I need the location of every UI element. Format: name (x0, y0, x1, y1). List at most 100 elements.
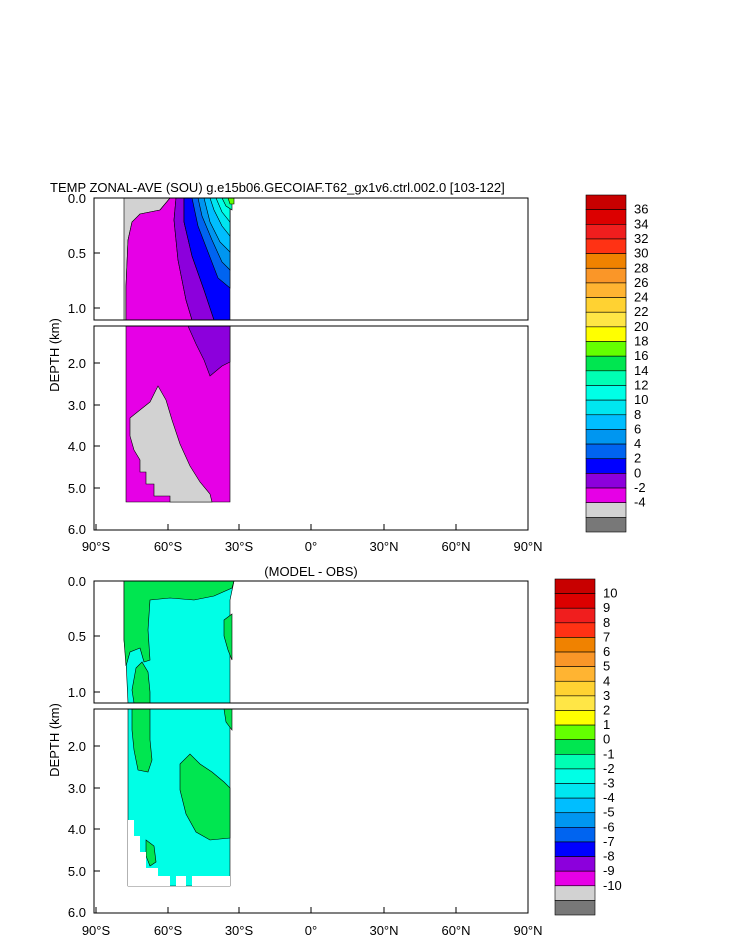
diff-ytick-4-0: 4.0 (68, 822, 86, 837)
colorbar-label-1-13: -3 (603, 776, 615, 791)
colorbar-swatch-1-6 (554, 666, 596, 682)
colorbar-swatch-0-15 (585, 414, 627, 430)
colorbar-swatch-0-3 (585, 238, 627, 254)
colorbar-swatch-1-9 (554, 710, 596, 726)
diff-ytick-5-0: 5.0 (68, 864, 86, 879)
diff-xtick-60s: 60°S (154, 923, 183, 938)
colorbar-swatch-0-9 (585, 326, 627, 342)
temp-ylabel: DEPTH (km) (47, 318, 62, 392)
colorbar-swatch-0-20 (585, 487, 627, 503)
colorbar-swatch-1-20 (554, 870, 596, 887)
colorbar-swatch-0-17 (585, 443, 627, 460)
colorbar-swatch-1-8 (554, 695, 596, 711)
colorbar-label-0-0: 36 (634, 202, 648, 217)
colorbar-swatch-0-1 (585, 209, 627, 225)
diff-lower-contours (127, 709, 233, 887)
colorbar-swatch-0-8 (585, 311, 627, 328)
colorbar-label-1-8: 2 (603, 702, 610, 717)
temp-upper-frame (93, 197, 529, 321)
temp-lower-violet (187, 326, 231, 377)
colorbar-label-0-15: 6 (634, 421, 641, 436)
diff-region-green-shelf (131, 661, 151, 703)
colorbar-label-0-11: 14 (634, 363, 648, 378)
colorbar-swatch-1-22 (554, 900, 596, 916)
diff-upper-contours (123, 581, 235, 703)
colorbar-swatch-0-13 (585, 385, 627, 401)
diff-ytick-3-0: 3.0 (68, 781, 86, 796)
temp-xtick-30n: 30°N (369, 539, 398, 554)
colorbar-label-0-19: -2 (634, 480, 646, 495)
temp-xtick-60s: 60°S (154, 539, 183, 554)
colorbar-label-1-7: 3 (603, 688, 610, 703)
colorbar-label-1-10: 0 (603, 732, 610, 747)
colorbar-swatch-0-6 (585, 282, 627, 298)
temp-xtick-0: 0° (305, 539, 317, 554)
diff-xtick-90n: 90°N (513, 923, 542, 938)
diff-panel: (MODEL - OBS) 0.0 0.5 1.0 2.0 3.0 4.0 5.… (47, 564, 622, 938)
colorbar-swatch-0-14 (585, 399, 627, 416)
diff-upper-frame (93, 580, 529, 704)
temp-xtick-60n: 60°N (441, 539, 470, 554)
temp-upper-contours (123, 198, 235, 320)
colorbar-swatch-1-0 (554, 578, 596, 594)
colorbar-label-1-6: 4 (603, 673, 610, 688)
temp-lower-gray (129, 385, 213, 503)
diff-lower-green-shelf (131, 709, 153, 773)
colorbar-swatch-0-16 (585, 429, 627, 445)
colorbar-swatch-0-19 (585, 473, 627, 489)
colorbar-swatch-1-14 (554, 783, 596, 799)
diff-lower-green-blob (179, 753, 231, 841)
colorbar-label-1-1: 9 (603, 600, 610, 615)
colorbar-swatch-1-16 (554, 812, 596, 828)
diff-ytick-0-5: 0.5 (68, 629, 86, 644)
diff-lower-green-right (223, 709, 233, 731)
axis-ticks (94, 197, 529, 914)
colorbar-label-0-3: 30 (634, 246, 648, 261)
colorbar-label-0-18: 0 (634, 465, 641, 480)
temp-ytick-0-0: 0.0 (68, 191, 86, 206)
colorbar-label-0-1: 34 (634, 216, 648, 231)
colorbar-label-1-17: -7 (603, 834, 615, 849)
colorbar-swatch-1-21 (554, 885, 596, 901)
temp-ytick-1-0: 1.0 (68, 301, 86, 316)
diff-xtick-60n: 60°N (441, 923, 470, 938)
diff-xtick-30s: 30°S (225, 923, 254, 938)
temp-ytick-4-0: 4.0 (68, 439, 86, 454)
colorbar-label-0-13: 10 (634, 392, 648, 407)
colorbar-label-1-12: -2 (603, 761, 615, 776)
colorbar-swatch-0-11 (585, 355, 627, 372)
colorbar-swatch-1-10 (554, 724, 596, 740)
colorbar-swatch-1-12 (554, 754, 596, 770)
diff-xtick-0: 0° (305, 923, 317, 938)
diff-ytick-6-0: 6.0 (68, 905, 86, 920)
colorbar-swatch-1-18 (554, 841, 596, 857)
temp-panel: TEMP ZONAL-AVE (SOU) g.e15b06.GECOIAF.T6… (47, 180, 648, 554)
colorbar-swatch-1-17 (554, 827, 596, 843)
colorbar-swatch-0-7 (585, 297, 627, 313)
colorbar-swatch-1-7 (554, 680, 596, 697)
diff-title: (MODEL - OBS) (264, 564, 357, 579)
temp-xtick-30s: 30°S (225, 539, 254, 554)
colorbar-swatch-1-3 (554, 622, 596, 638)
temp-lower-contours (125, 326, 231, 503)
colorbar-swatch-1-2 (554, 607, 596, 624)
diff-xtick-30n: 30°N (369, 923, 398, 938)
colorbar-label-1-19: -9 (603, 863, 615, 878)
colorbar-swatch-1-5 (554, 651, 596, 667)
colorbar-swatch-0-22 (585, 517, 627, 533)
colorbar-label-0-20: -4 (634, 495, 646, 510)
colorbar-label-0-12: 12 (634, 377, 648, 392)
colorbar-swatch-1-11 (554, 739, 596, 755)
colorbar-swatch-1-19 (554, 856, 596, 872)
colorbar-swatch-1-13 (554, 768, 596, 784)
colorbar-label-1-18: -8 (603, 849, 615, 864)
colorbar-swatch-0-10 (585, 341, 627, 357)
colorbar-label-1-4: 6 (603, 644, 610, 659)
colorbar-label-1-15: -5 (603, 805, 615, 820)
colorbar-swatch-0-21 (585, 502, 627, 518)
temp-title: TEMP ZONAL-AVE (SOU) g.e15b06.GECOIAF.T6… (50, 180, 505, 195)
temp-region-green-2 (227, 198, 235, 205)
